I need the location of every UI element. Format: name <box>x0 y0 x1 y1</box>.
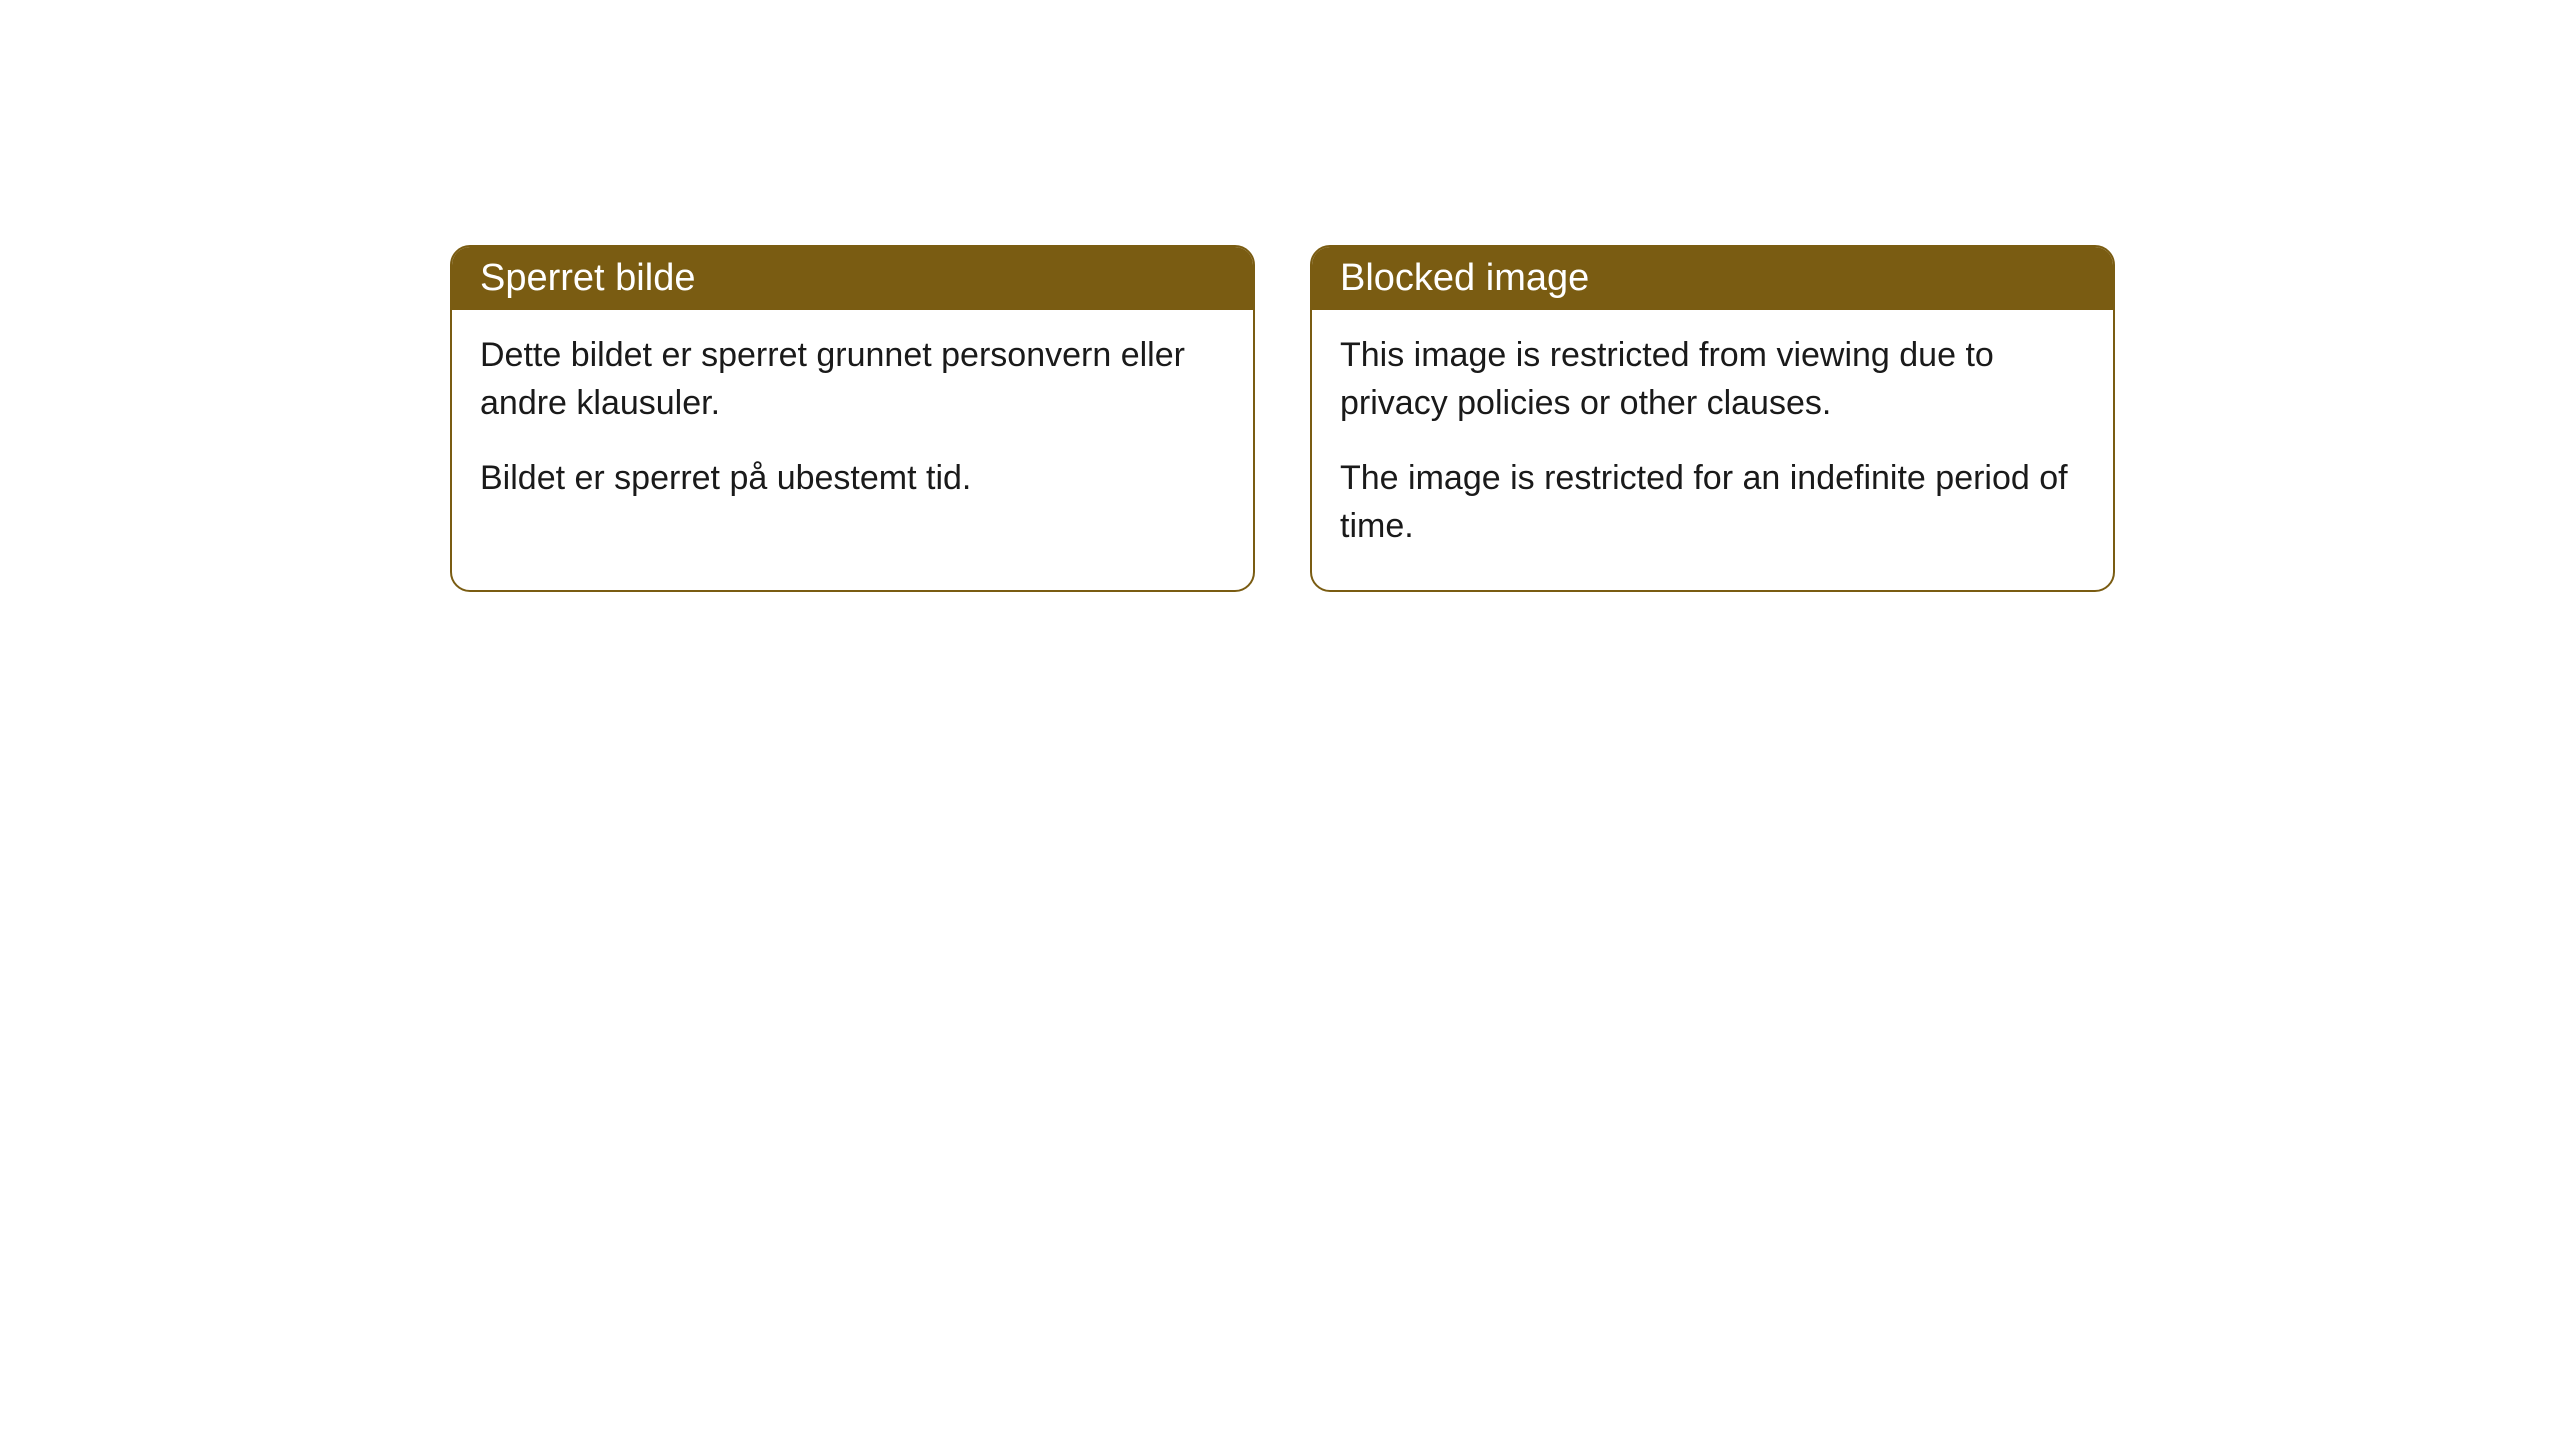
notice-paragraph: The image is restricted for an indefinit… <box>1340 455 2085 550</box>
notice-card-norwegian: Sperret bilde Dette bildet er sperret gr… <box>450 245 1255 592</box>
notice-container: Sperret bilde Dette bildet er sperret gr… <box>450 245 2115 592</box>
notice-card-english: Blocked image This image is restricted f… <box>1310 245 2115 592</box>
notice-paragraph: Bildet er sperret på ubestemt tid. <box>480 455 1225 503</box>
notice-body: Dette bildet er sperret grunnet personve… <box>452 310 1253 543</box>
notice-paragraph: This image is restricted from viewing du… <box>1340 332 2085 427</box>
notice-header: Blocked image <box>1312 247 2113 310</box>
notice-body: This image is restricted from viewing du… <box>1312 310 2113 590</box>
notice-paragraph: Dette bildet er sperret grunnet personve… <box>480 332 1225 427</box>
notice-header: Sperret bilde <box>452 247 1253 310</box>
